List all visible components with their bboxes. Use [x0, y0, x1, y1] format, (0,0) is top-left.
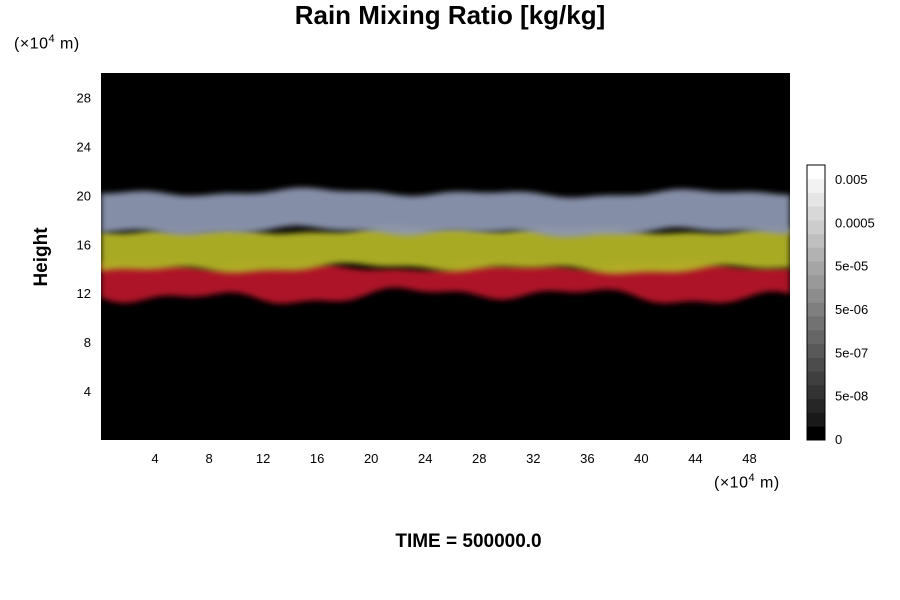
colorbar-border — [806, 164, 826, 441]
colorbar-cell — [807, 192, 825, 207]
colorbar-cell — [807, 412, 825, 427]
colorbar-cell — [807, 330, 825, 345]
field-layer-1 — [101, 225, 790, 274]
y-unit-suffix: m) — [55, 35, 80, 53]
colorbar-cell — [807, 426, 825, 441]
colorbar-label: 5e-06 — [835, 302, 868, 317]
colorbar-label: 5e-08 — [835, 389, 868, 404]
colorbar-cell — [807, 275, 825, 290]
y-axis-unit: (×104 m) — [14, 33, 80, 53]
colorbar-cell — [807, 247, 825, 262]
x-tick-label: 48 — [742, 451, 756, 466]
colorbar-label: 0.0005 — [835, 215, 875, 230]
x-tick-label: 36 — [580, 451, 594, 466]
colorbar-cell — [807, 385, 825, 400]
field-layer-2 — [101, 187, 790, 238]
y-unit-exponent: 4 — [48, 33, 56, 45]
colorbar-cell — [807, 357, 825, 372]
x-tick-label: 4 — [151, 451, 158, 466]
colorbar-label: 5e-07 — [835, 345, 868, 360]
x-tick-label: 24 — [418, 451, 432, 466]
colorbar-label: 0 — [835, 432, 842, 447]
x-unit-prefix: (×10 — [714, 474, 749, 492]
colorbar-label: 0.005 — [835, 172, 868, 187]
x-tick-label: 16 — [310, 451, 324, 466]
x-tick-label: 32 — [526, 451, 540, 466]
x-tick-label: 40 — [634, 451, 648, 466]
colorbar-cell — [807, 288, 825, 303]
y-tick-label: 28 — [77, 90, 91, 105]
x-unit-suffix: m) — [755, 474, 780, 492]
x-tick-label: 44 — [688, 451, 702, 466]
x-tick-label: 20 — [364, 451, 378, 466]
x-tick-label: 8 — [205, 451, 212, 466]
y-tick-label: 4 — [84, 384, 91, 399]
chart-title: Rain Mixing Ratio [kg/kg] — [294, 0, 606, 30]
time-label: TIME = 500000.0 — [395, 531, 542, 552]
x-axis-unit: (×104 m) — [714, 472, 780, 492]
colorbar-cell — [807, 343, 825, 358]
colorbar-cell — [807, 371, 825, 386]
y-tick-label: 24 — [77, 139, 91, 154]
x-tick-label: 28 — [472, 451, 486, 466]
colorbar-cell — [807, 178, 825, 193]
y-unit-prefix: (×10 — [14, 35, 49, 53]
x-unit-exponent: 4 — [748, 472, 756, 484]
colorbar-cell — [807, 261, 825, 276]
y-tick-label: 16 — [77, 237, 91, 252]
y-tick-label: 8 — [84, 335, 91, 350]
colorbar-label: 5e-05 — [835, 259, 868, 274]
x-tick-label: 12 — [256, 451, 270, 466]
field-layers — [101, 187, 790, 304]
colorbar-cell — [807, 220, 825, 235]
colorbar-cell — [807, 398, 825, 413]
y-tick-label: 12 — [77, 286, 91, 301]
colorbar-cell — [807, 316, 825, 331]
colorbar-cell — [807, 233, 825, 248]
colorbar-cell — [807, 302, 825, 317]
y-tick-label: 20 — [77, 188, 91, 203]
colorbar-cell — [807, 206, 825, 221]
colorbar-cell — [807, 165, 825, 180]
